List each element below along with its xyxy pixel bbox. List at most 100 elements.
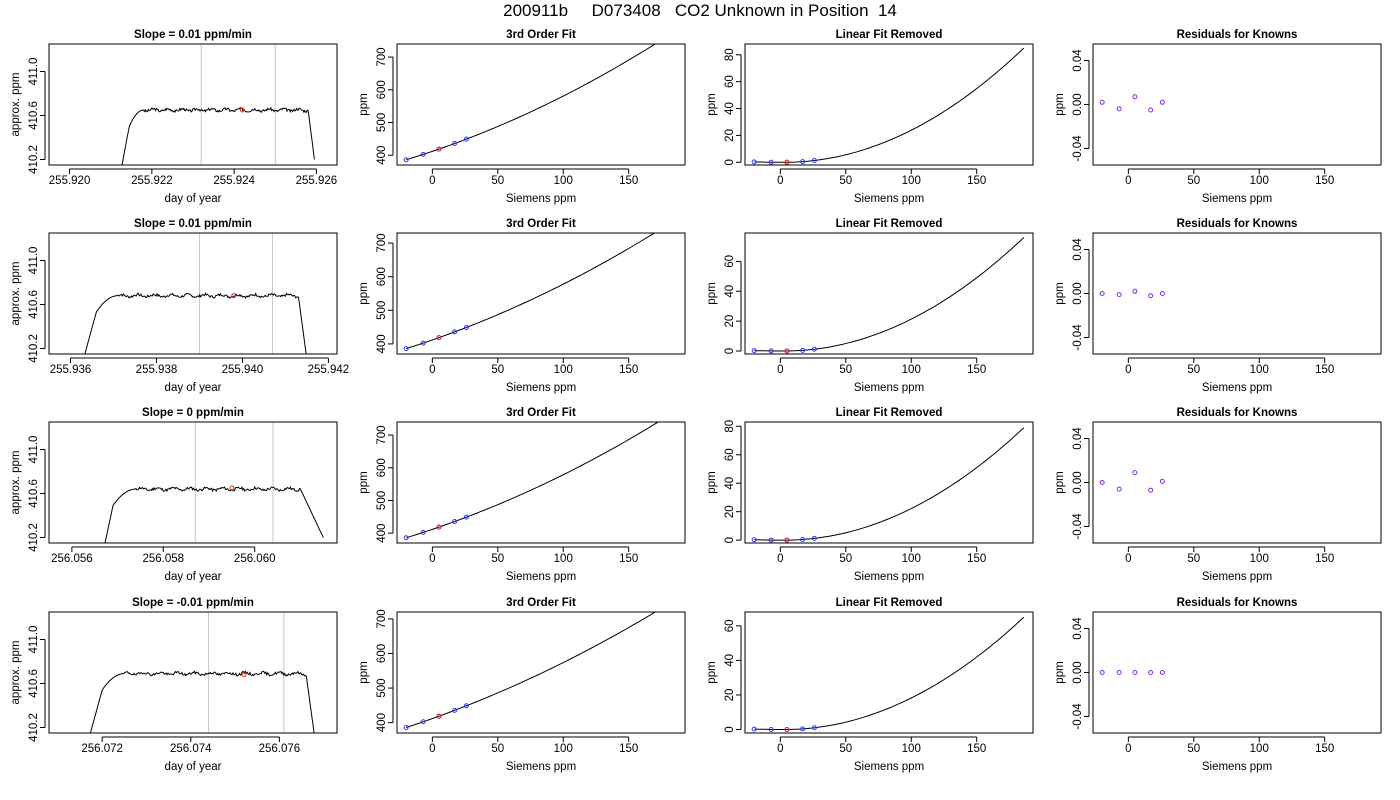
plot-area [403, 612, 657, 731]
y-tick-label: 600 [376, 458, 388, 477]
plot-area [104, 422, 324, 543]
known-point [811, 158, 817, 164]
x-tick-label: 100 [554, 553, 573, 565]
x-tick-label: 255.920 [49, 175, 91, 187]
y-tick-label: 410.6 [28, 479, 40, 508]
known-point [463, 324, 469, 330]
y-axis: -0.04 0.00 0.04 ppm [1054, 238, 1090, 351]
x-axis: 255.936 255.938 255.940 255.942 day of year [50, 357, 350, 394]
x-tick-label: 50 [491, 553, 504, 565]
unknown-point [436, 146, 442, 152]
x-axis: 0 50 100 150 Siemens ppm [429, 357, 638, 394]
panel-frame [1092, 43, 1382, 166]
residual-point [1116, 486, 1122, 492]
x-tick-label: 100 [1250, 553, 1269, 565]
known-point [463, 703, 469, 709]
known-point [751, 726, 757, 732]
x-axis-label: Siemens ppm [506, 571, 576, 583]
x-tick-label: 0 [777, 553, 783, 565]
panel-title: Slope = 0 ppm/min [142, 407, 244, 419]
x-tick-label: 0 [777, 364, 783, 376]
panel-frame [744, 421, 1034, 544]
known-point [768, 726, 774, 732]
x-tick-label: 50 [839, 364, 852, 376]
residual-point [1099, 670, 1105, 675]
y-axis-label: approx. ppm [10, 641, 22, 705]
plot-area [751, 47, 1025, 165]
nonlinear-curve [754, 616, 1025, 730]
y-tick-label: 0.04 [1072, 49, 1084, 72]
y-tick-label: 400 [376, 713, 388, 732]
y-tick-label: 60 [724, 448, 736, 461]
panel-r3-c3: Linear Fit Removed 0 50 100 150 Siemens ppm 0 2… [706, 407, 1034, 583]
panel-title: Residuals for Knowns [1177, 597, 1298, 609]
x-tick-label: 150 [619, 553, 638, 565]
y-tick-label: 500 [376, 491, 388, 510]
panel-r3-c1: Slope = 0 ppm/min 256.056 256.058 256.060 da… [10, 407, 338, 583]
known-point [751, 348, 757, 354]
x-tick-label: 255.942 [308, 364, 350, 376]
x-axis-label: Siemens ppm [506, 761, 576, 773]
residual-point [1148, 107, 1154, 113]
y-axis-label: ppm [1054, 471, 1066, 493]
y-axis-label: approx. ppm [10, 451, 22, 515]
known-point [403, 157, 409, 163]
y-tick-label: 0.00 [1072, 471, 1084, 493]
y-axis: 400 500 600 700 ppm [358, 233, 394, 354]
panel-title: Slope = -0.01 ppm/min [132, 597, 254, 609]
y-axis: 0 20 40 60 ppm [706, 255, 742, 354]
residual-point [1099, 480, 1105, 485]
y-tick-label: 60 [724, 255, 736, 268]
x-tick-label: 100 [902, 553, 921, 565]
y-tick-label: 700 [376, 609, 388, 628]
y-tick-label: 20 [724, 689, 736, 702]
known-point [403, 535, 409, 541]
y-tick-label: 0 [724, 159, 736, 165]
y-tick-label: 0 [724, 537, 736, 543]
y-tick-label: 600 [376, 80, 388, 99]
y-tick-label: 410.2 [28, 145, 40, 174]
y-tick-label: 410.6 [28, 290, 40, 319]
known-point [768, 159, 774, 165]
x-tick-label: 50 [1187, 175, 1200, 187]
residual-point [1099, 99, 1105, 105]
known-point [420, 340, 426, 346]
x-axis: 0 50 100 150 Siemens ppm [777, 546, 986, 583]
x-axis-label: Siemens ppm [854, 761, 924, 773]
co2-trace [89, 669, 315, 733]
panel-r4-c4: Residuals for Knowns 0 50 100 150 Siemens ppm… [1054, 597, 1382, 773]
fit-curve [406, 422, 660, 539]
panel-frame [396, 611, 686, 734]
x-tick-label: 0 [777, 175, 783, 187]
x-tick-label: 150 [619, 743, 638, 755]
x-axis-label: Siemens ppm [506, 193, 576, 205]
y-tick-label: -0.04 [1072, 324, 1084, 351]
y-tick-label: 500 [376, 113, 388, 132]
x-axis: 0 50 100 150 Siemens ppm [777, 168, 986, 205]
x-tick-label: 0 [429, 553, 435, 565]
x-tick-label: 50 [491, 364, 504, 376]
co2-trace [121, 106, 315, 165]
plot-area [84, 233, 307, 354]
x-tick-label: 100 [902, 175, 921, 187]
x-tick-label: 150 [1315, 175, 1334, 187]
x-axis: 0 50 100 150 Siemens ppm [1125, 168, 1334, 205]
nonlinear-curve [754, 237, 1025, 352]
panel-frame [1092, 611, 1382, 734]
panel-title: Residuals for Knowns [1177, 29, 1298, 41]
panel-r2-c4: Residuals for Knowns 0 50 100 150 Siemens ppm… [1054, 218, 1382, 394]
y-tick-label: 500 [376, 301, 388, 320]
y-tick-label: 40 [724, 477, 736, 490]
y-tick-label: 700 [376, 233, 388, 252]
unknown-point [436, 713, 442, 719]
plot-area [403, 422, 660, 541]
x-tick-label: 150 [1315, 743, 1334, 755]
fit-curve [406, 233, 656, 350]
known-point [420, 151, 426, 157]
panel-r2-c2: 3rd Order Fit 0 50 100 150 Siemens ppm 400 500 6… [358, 218, 686, 394]
x-tick-label: 255.924 [213, 175, 255, 187]
x-axis-label: Siemens ppm [506, 382, 576, 394]
x-tick-label: 150 [967, 553, 986, 565]
panel-title: 3rd Order Fit [506, 218, 576, 230]
